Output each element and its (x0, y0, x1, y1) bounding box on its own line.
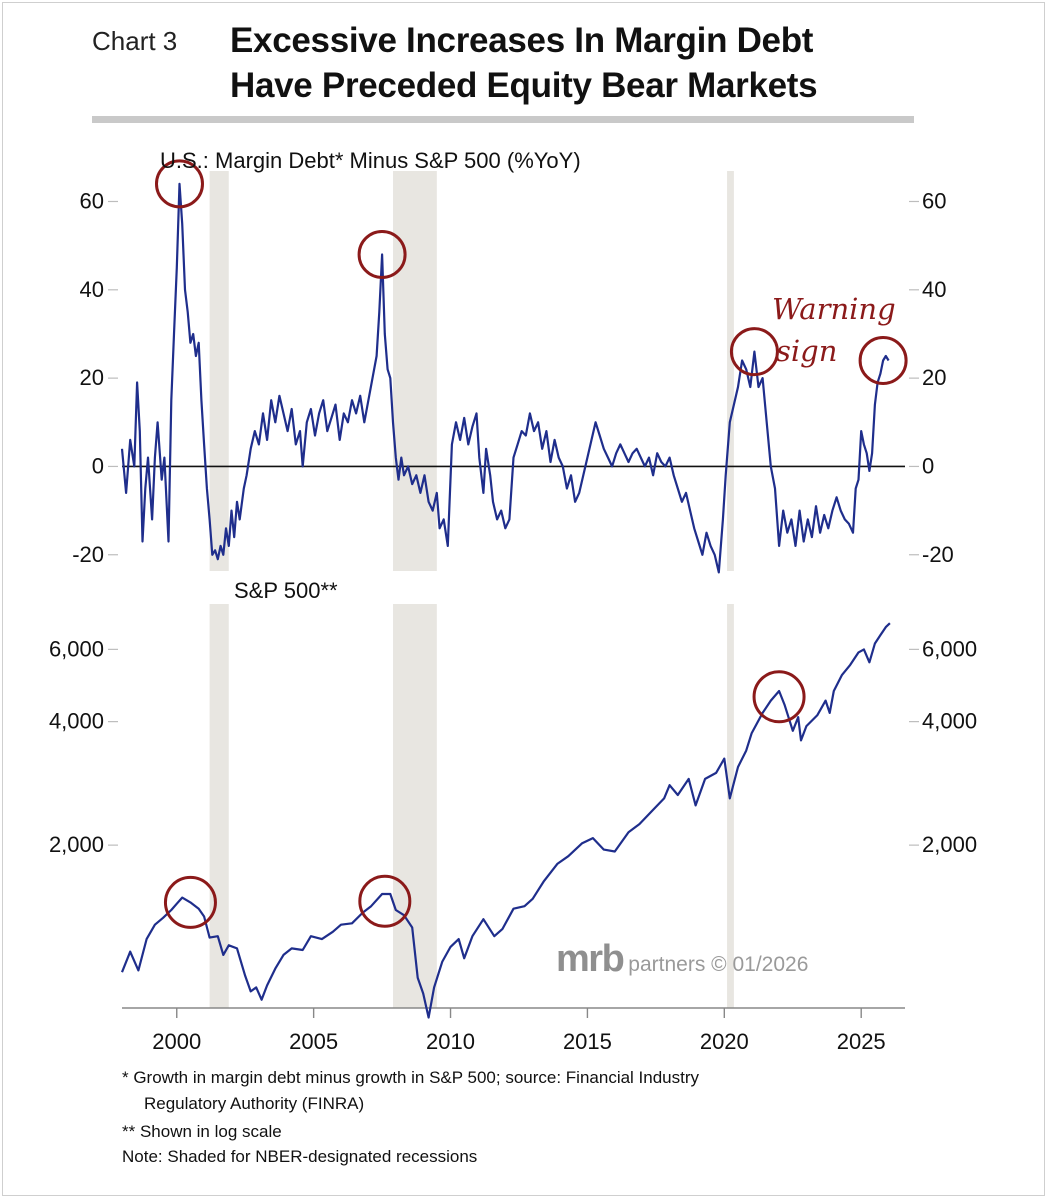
panel-1-ytick-label-right: 20 (922, 365, 946, 390)
x-tick-label: 2015 (563, 1029, 612, 1054)
panel-2-highlight-circle-3 (752, 670, 806, 724)
panel-1-series-line (120, 182, 890, 574)
highlight-layer (154, 159, 908, 929)
panel-2-ytick-label-left: 6,000 (49, 636, 104, 661)
chart-title-line-2: Have Preceded Equity Bear Markets (230, 66, 818, 105)
panel-1-ytick-label-right: 40 (922, 277, 946, 302)
footnote-1-continued: Regulatory Authority (FINRA) (144, 1094, 365, 1113)
panel-1-ytick-label-left: 60 (80, 188, 104, 213)
mrb-watermark: mrb partners © 01/2026 (556, 938, 808, 981)
recession-band-bottom-2 (393, 604, 437, 1008)
watermark-text: partners © 01/2026 (628, 953, 809, 976)
panel-2-ytick-label-right: 6,000 (922, 636, 977, 661)
x-tick-label: 2025 (837, 1029, 886, 1054)
panel-1-highlight-circle-4 (858, 335, 908, 385)
recession-band-bottom-1 (209, 604, 229, 1008)
warning-annotation-line-2: sign (776, 334, 838, 368)
panel-1-ytick-label-left: 0 (92, 453, 104, 478)
panel-1-ytick-label-right: 0 (922, 453, 934, 478)
series-layer (120, 182, 891, 1019)
title-divider (92, 116, 914, 123)
footnote-1: * Growth in margin debt minus growth in … (122, 1068, 700, 1087)
chart-title: Excessive Increases In Margin Debt Have … (230, 18, 818, 108)
panel-1-title: U.S.: Margin Debt* Minus S&P 500 (%YoY) (160, 148, 581, 173)
panel-1-highlight-circle-3 (729, 327, 779, 377)
panel-1-highlight-circle-2 (357, 229, 407, 279)
x-tick-label: 2020 (700, 1029, 749, 1054)
panel-1-highlight-circle-1 (154, 159, 204, 209)
panel-1-ytick-label-right: -20 (922, 542, 954, 567)
panel-2-ytick-label-right: 2,000 (922, 832, 977, 857)
watermark-brand: mrb (556, 938, 625, 980)
chart-number-label: Chart 3 (92, 26, 178, 56)
chart-title-line-1: Excessive Increases In Margin Debt (230, 21, 814, 60)
recession-band-top-3 (727, 171, 734, 571)
panel-2-highlight-circle-1 (163, 875, 217, 929)
footnote-note: Note: Shaded for NBER-designated recessi… (122, 1147, 478, 1166)
panel-1-ytick-label-left: 20 (80, 365, 104, 390)
panel-1-ytick-label-left: 40 (80, 277, 104, 302)
recession-band-top-2 (393, 171, 437, 571)
panel-2-ytick-label-right: 4,000 (922, 709, 977, 734)
panel-1-ytick-label-left: -20 (72, 542, 104, 567)
panel-2-highlight-circle-2 (358, 874, 412, 928)
label-layer: U.S.: Margin Debt* Minus S&P 500 (%YoY) -… (49, 148, 977, 1054)
x-tick-label: 2005 (289, 1029, 338, 1054)
warning-annotation-line-1: Warning (772, 292, 896, 326)
panel-2-title: S&P 500** (234, 578, 338, 603)
panel-1-ytick-label-right: 60 (922, 188, 946, 213)
panel-2-ytick-label-left: 2,000 (49, 832, 104, 857)
recession-band-bottom-3 (727, 604, 734, 1008)
panel-2-series-line (120, 622, 891, 1019)
x-tick-label: 2010 (426, 1029, 475, 1054)
panel-2-ytick-label-left: 4,000 (49, 709, 104, 734)
warning-sign-annotation: Warning sign (772, 288, 896, 372)
recession-band-top-1 (209, 171, 229, 571)
x-tick-label: 2000 (152, 1029, 201, 1054)
footnote-2: ** Shown in log scale (122, 1122, 282, 1141)
